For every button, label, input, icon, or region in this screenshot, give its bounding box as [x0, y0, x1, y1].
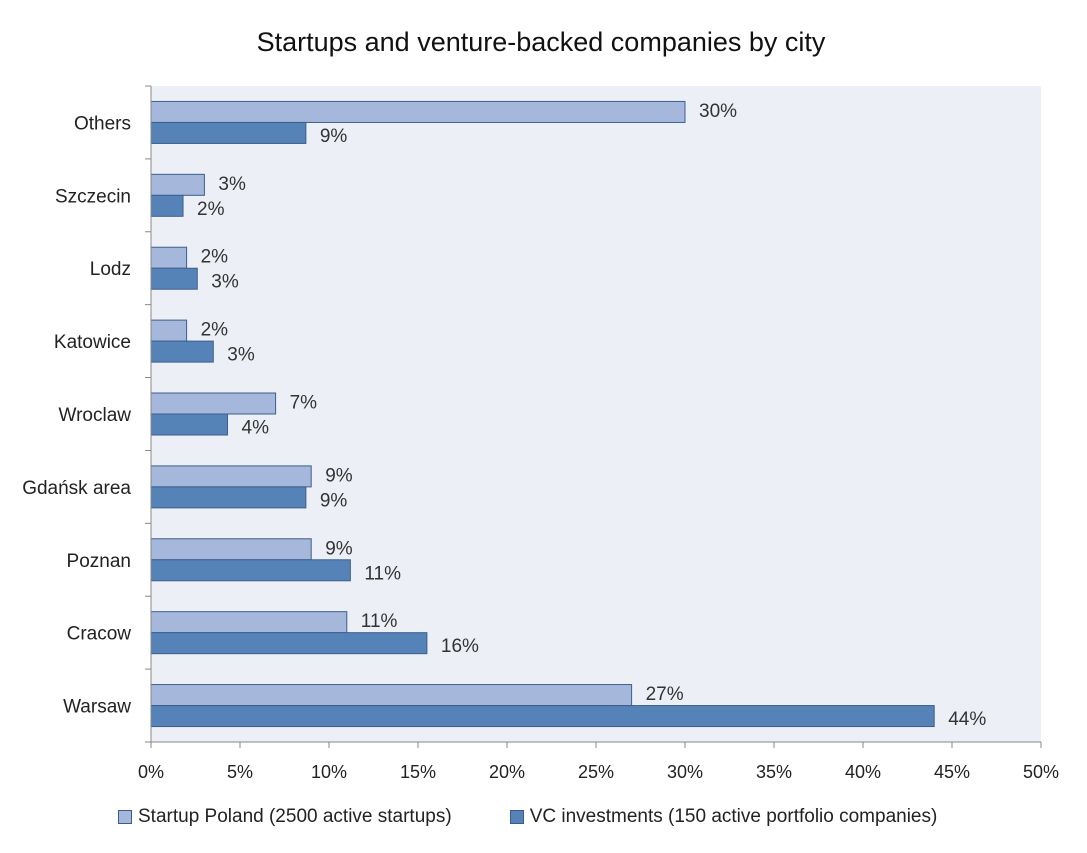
legend-label-startup-poland: Startup Poland (2500 active startups): [138, 806, 452, 827]
legend: Startup Poland (2500 active startups) VC…: [118, 806, 937, 828]
x-tick-label-3: 15%: [400, 762, 436, 782]
category-label-gda-sk-area: Gdańsk area: [22, 478, 131, 499]
bar-vc-investments-katowice: [150, 340, 214, 363]
category-label-szczecin: Szczecin: [55, 186, 131, 207]
bar-startup-poland-wroclaw: [150, 392, 277, 415]
bar-startup-poland-gda-sk-area: [150, 465, 312, 488]
data-label-startup-poland-cracow: 11%: [361, 611, 398, 632]
legend-item-startup-poland: Startup Poland (2500 active startups): [118, 806, 452, 828]
data-label-vc-investments-lodz: 3%: [211, 272, 239, 293]
x-tick-label-10: 50%: [1023, 762, 1059, 782]
bar-vc-investments-szczecin: [150, 194, 184, 217]
category-label-others: Others: [74, 113, 131, 134]
x-tick-label-1: 5%: [227, 762, 253, 782]
data-label-startup-poland-poznan: 9%: [325, 538, 353, 559]
data-label-vc-investments-poznan: 11%: [364, 563, 401, 584]
data-label-vc-investments-cracow: 16%: [441, 636, 479, 657]
axes-group: Warsaw Cracow Poznan Gdańsk area Wroclaw Kato…: [22, 85, 1059, 782]
x-tick-label-9: 45%: [934, 762, 970, 782]
x-tick-label-2: 10%: [311, 762, 347, 782]
data-label-startup-poland-katowice: 2%: [201, 320, 229, 341]
bar-vc-investments-lodz: [150, 267, 198, 290]
chart-title: Startups and venture-backed companies by…: [257, 27, 826, 57]
data-label-vc-investments-others: 9%: [320, 126, 348, 147]
data-label-startup-poland-wroclaw: 7%: [290, 393, 318, 414]
category-label-katowice: Katowice: [54, 332, 131, 353]
bar-vc-investments-gda-sk-area: [150, 486, 307, 509]
bar-startup-poland-lodz: [150, 246, 188, 269]
bar-vc-investments-warsaw: [150, 705, 935, 728]
bar-vc-investments-others: [150, 121, 307, 144]
category-label-cracow: Cracow: [67, 624, 132, 645]
data-label-vc-investments-wroclaw: 4%: [242, 418, 270, 439]
legend-label-vc-investments: VC investments (150 active portfolio com…: [529, 806, 938, 827]
x-tick-label-4: 20%: [489, 762, 525, 782]
data-label-vc-investments-katowice: 3%: [227, 345, 255, 366]
legend-item-vc-investments: VC investments (150 active portfolio com…: [509, 806, 938, 828]
data-label-startup-poland-lodz: 2%: [201, 247, 229, 268]
data-label-startup-poland-gda-sk-area: 9%: [325, 465, 353, 486]
x-tick-label-7: 35%: [756, 762, 792, 782]
bar-startup-poland-poznan: [150, 538, 312, 561]
x-tick-label-5: 25%: [578, 762, 614, 782]
bar-vc-investments-wroclaw: [150, 413, 229, 436]
x-tick-label-0: 0%: [138, 762, 164, 782]
x-tick-label-6: 30%: [667, 762, 703, 782]
category-label-wroclaw: Wroclaw: [59, 405, 132, 426]
category-label-warsaw: Warsaw: [63, 697, 131, 718]
bar-vc-investments-poznan: [150, 559, 351, 582]
bar-startup-poland-warsaw: [150, 684, 633, 707]
data-label-startup-poland-warsaw: 27%: [646, 684, 684, 705]
data-label-startup-poland-szczecin: 3%: [218, 174, 246, 195]
data-label-vc-investments-gda-sk-area: 9%: [320, 490, 348, 511]
legend-swatch-vc-investments: [509, 810, 524, 824]
bar-startup-poland-katowice: [150, 319, 188, 342]
data-label-startup-poland-others: 30%: [699, 101, 737, 122]
legend-swatch-startup-poland: [118, 810, 132, 824]
data-label-vc-investments-warsaw: 44%: [948, 709, 986, 730]
bars-group: 27% 44% 11% 16% 9% 11% 9% 9% 7% 4% 2% 3% 2% 3% 3% 2% 30%…: [150, 100, 986, 730]
bar-startup-poland-cracow: [150, 611, 348, 634]
x-tick-label-8: 40%: [845, 762, 881, 782]
category-label-poznan: Poznan: [67, 551, 131, 572]
bar-startup-poland-szczecin: [150, 173, 205, 196]
bar-vc-investments-cracow: [150, 632, 428, 655]
data-label-vc-investments-szczecin: 2%: [197, 199, 225, 220]
category-label-lodz: Lodz: [90, 259, 131, 280]
bar-startup-poland-others: [150, 100, 686, 123]
